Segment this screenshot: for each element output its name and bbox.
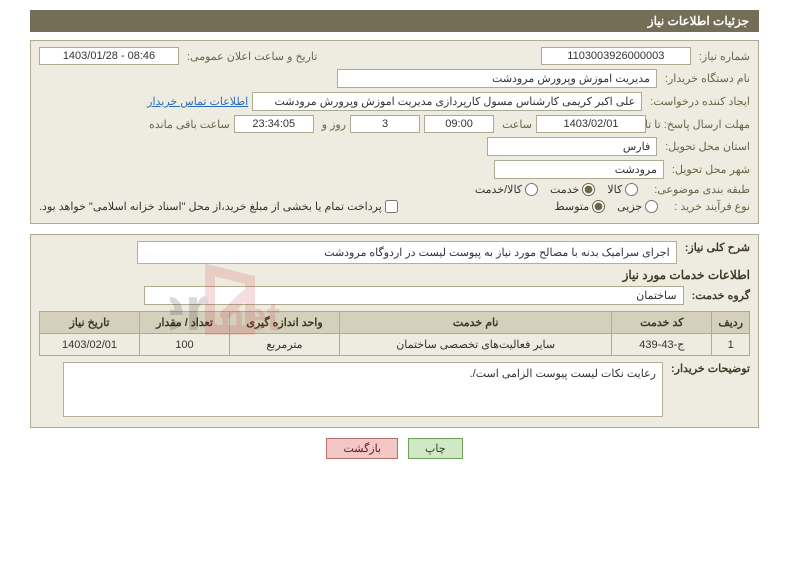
cell-qty: 100 xyxy=(140,334,230,356)
province-label: استان محل تحویل: xyxy=(661,140,750,153)
group-label: گروه خدمت: xyxy=(688,289,750,302)
cell-idx: 1 xyxy=(712,334,750,356)
group-value: ساختمان xyxy=(144,286,684,305)
buytype-group: جزیی متوسط xyxy=(555,200,659,213)
th-unit: واحد اندازه گیری xyxy=(230,312,340,334)
table-row: 1 ج-43-439 سایر فعالیت‌های تخصصی ساختمان… xyxy=(40,334,750,356)
th-name: نام خدمت xyxy=(340,312,612,334)
contact-link[interactable]: اطلاعات تماس خریدار xyxy=(147,95,248,108)
buyer-notes: رعایت نکات لیست پیوست الزامی است/. xyxy=(63,362,663,417)
requester-label: ایجاد کننده درخواست: xyxy=(646,95,750,108)
buytype-opt-medium[interactable]: متوسط xyxy=(555,200,606,213)
need-no: 1103003926000003 xyxy=(541,47,691,65)
requester: علی اکبر کریمی کارشناس مسول کارپردازی مد… xyxy=(252,92,642,111)
city: مرودشت xyxy=(494,160,664,179)
buytype-label: نوع فرآیند خرید : xyxy=(670,200,750,213)
buyer-org-label: نام دستگاه خریدار: xyxy=(661,72,750,85)
th-date: تاریخ نیاز xyxy=(40,312,140,334)
category-label: طبقه بندی موضوعی: xyxy=(650,183,750,196)
back-button[interactable]: بازگشت xyxy=(326,438,398,459)
buytype-opt-minor[interactable]: جزیی xyxy=(617,200,658,213)
print-button[interactable]: چاپ xyxy=(408,438,463,459)
city-label: شهر محل تحویل: xyxy=(668,163,750,176)
category-group: کالا خدمت کالا/خدمت xyxy=(475,183,638,196)
need-desc-label: شرح کلی نیاز: xyxy=(681,241,750,254)
category-opt-service[interactable]: خدمت xyxy=(550,183,595,196)
th-row: ردیف xyxy=(712,312,750,334)
need-desc: اجرای سرامیک بدنه با مصالح مورد نیاز به … xyxy=(137,241,677,264)
th-code: کد خدمت xyxy=(612,312,712,334)
days-left: 3 xyxy=(350,115,420,133)
need-no-label: شماره نیاز: xyxy=(695,50,750,63)
th-qty: تعداد / مقدار xyxy=(140,312,230,334)
buyer-notes-label: توضیحات خریدار: xyxy=(667,362,750,375)
cell-name: سایر فعالیت‌های تخصصی ساختمان xyxy=(340,334,612,356)
main-info-panel: شماره نیاز: 1103003926000003 تاریخ و ساع… xyxy=(30,40,759,224)
cell-unit: مترمربع xyxy=(230,334,340,356)
province: فارس xyxy=(487,137,657,156)
announce-date-label: تاریخ و ساعت اعلان عمومی: xyxy=(183,50,317,63)
treasury-note-checkbox[interactable]: پرداخت تمام یا بخشی از مبلغ خرید،از محل … xyxy=(39,200,398,213)
hours-left: 23:34:05 xyxy=(234,115,314,133)
deadline-time: 09:00 xyxy=(424,115,494,133)
category-opt-goods[interactable]: کالا xyxy=(607,183,638,196)
services-section-title: اطلاعات خدمات مورد نیاز xyxy=(39,268,750,282)
category-opt-both[interactable]: کالا/خدمت xyxy=(475,183,538,196)
announce-date: 1403/01/28 - 08:46 xyxy=(39,47,179,65)
deadline-date: 1403/02/01 xyxy=(536,115,646,133)
need-detail-panel: شرح کلی نیاز: اجرای سرامیک بدنه با مصالح… xyxy=(30,234,759,428)
deadline-time-label: ساعت xyxy=(498,118,532,131)
services-table: ردیف کد خدمت نام خدمت واحد اندازه گیری ت… xyxy=(39,311,750,356)
deadline-label: مهلت ارسال پاسخ: تا تاریخ: xyxy=(650,118,750,131)
cell-code: ج-43-439 xyxy=(612,334,712,356)
buyer-org: مدیریت اموزش وپرورش مرودشت xyxy=(337,69,657,88)
remain-label: ساعت باقی مانده xyxy=(145,118,230,131)
cell-date: 1403/02/01 xyxy=(40,334,140,356)
page-title: جزئیات اطلاعات نیاز xyxy=(30,10,759,32)
days-left-label: روز و xyxy=(318,118,346,131)
